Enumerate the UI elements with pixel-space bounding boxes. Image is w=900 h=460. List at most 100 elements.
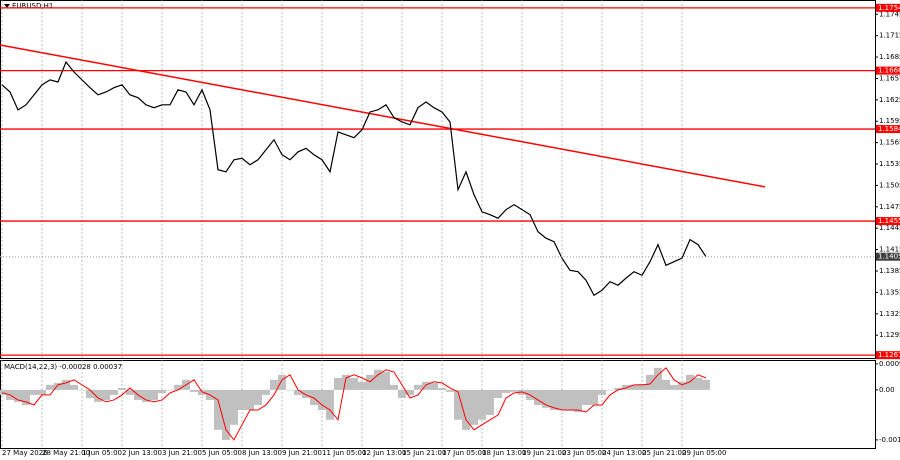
histogram-bar (278, 374, 286, 390)
y-tick-label: 1.1745 (879, 10, 900, 18)
histogram-bar (190, 389, 198, 392)
histogram-bar (414, 384, 422, 390)
histogram-bar (438, 387, 446, 390)
level-label: 1.1267 (878, 351, 900, 359)
x-tick-label: 9 Jun 21:00 (282, 449, 322, 457)
histogram-bar (158, 389, 166, 393)
histogram-bar (198, 389, 206, 395)
x-tick-label: 17 Jun 05:00 (442, 449, 486, 457)
histogram-bar (302, 389, 310, 398)
histogram-bar (286, 389, 294, 391)
histogram-bar (150, 389, 158, 400)
histogram-bar (502, 389, 510, 393)
level-label-box (876, 125, 900, 134)
x-tick-label: 8 Jun 13:00 (242, 449, 282, 457)
x-tick-label: 23 Jun 05:00 (562, 449, 606, 457)
histogram-bar (702, 379, 710, 390)
histogram-bar (294, 389, 302, 395)
histogram-bar (518, 389, 526, 395)
histogram-bar (686, 374, 694, 390)
histogram-bar (270, 379, 278, 390)
histogram-bar (430, 382, 438, 390)
histogram-bar (630, 384, 638, 390)
last-price-label: 1.1405 (878, 253, 900, 261)
histogram-bar (510, 389, 518, 392)
histogram-bar (622, 384, 630, 390)
histogram-bar (606, 389, 614, 391)
histogram-bar (318, 389, 326, 411)
histogram-bar (478, 389, 486, 420)
y-tick-label: 1.1505 (879, 181, 900, 189)
y-tick-label: 0.00 (879, 386, 895, 394)
histogram-bar (0, 389, 6, 395)
histogram-bar (462, 389, 470, 430)
histogram-bar (382, 372, 390, 390)
histogram-bar (118, 387, 126, 390)
x-tick-label: 3 Jun 21:00 (162, 449, 202, 457)
histogram-bar (350, 377, 358, 390)
histogram-bar (494, 389, 502, 398)
level-label: 1.1754 (878, 4, 900, 12)
indicator-title: MACD(14,22,3) -0.00028 0.00037 (4, 363, 122, 371)
level-label: 1.1455 (878, 217, 900, 225)
x-tick-label: 11 Jun 05:00 (322, 449, 366, 457)
signal-line (1, 367, 707, 441)
histogram-bar (166, 389, 174, 391)
x-tick-label: 12 Jun 13:00 (362, 449, 406, 457)
histogram-bar (670, 384, 678, 390)
macd-pane (0, 360, 876, 449)
histogram-bar (646, 374, 654, 390)
histogram-bar (94, 389, 102, 402)
histogram-bar (254, 389, 262, 405)
histogram-bar (326, 389, 334, 420)
histogram-bar (678, 381, 686, 390)
histogram-bar (374, 369, 382, 390)
y-tick-label: 1.1325 (879, 310, 900, 318)
y-tick-label: 1.1625 (879, 96, 900, 104)
level-label-box (876, 217, 900, 226)
histogram-bar (638, 384, 646, 390)
histogram-bar (558, 389, 566, 411)
y-tick-label: -0.00179 (879, 436, 900, 444)
x-tick-label: 19 Jun 21:00 (522, 449, 566, 457)
y-tick-label: 1.1535 (879, 160, 900, 168)
histogram-bar (694, 377, 702, 390)
histogram-bar (662, 379, 670, 390)
histogram-bar (358, 381, 366, 390)
y-tick-label: 1.1415 (879, 246, 900, 254)
y-tick-label: 1.1655 (879, 74, 900, 82)
histogram-bar (574, 389, 582, 412)
level-label: 1.1666 (878, 67, 900, 75)
histogram-bar (102, 389, 110, 400)
histogram-bar (14, 389, 22, 402)
histogram-bar (238, 389, 246, 411)
y-tick-label: 1.1715 (879, 32, 900, 40)
x-tick-label: 25 Jun 21:00 (642, 449, 686, 457)
chart-title: EURUSD,H1 (12, 2, 53, 10)
histogram-bar (214, 389, 222, 430)
histogram-bar (654, 367, 662, 390)
histogram-bar (230, 389, 238, 425)
x-tick-label: 24 Jun 13:00 (602, 449, 646, 457)
histogram-bar (78, 389, 86, 391)
histogram-bar (86, 389, 94, 398)
x-tick-label: 5 Jun 05:00 (202, 449, 242, 457)
histogram-bar (550, 389, 558, 411)
histogram-bar (222, 389, 230, 440)
histogram-bar (598, 389, 606, 395)
y-tick-label: 1.1385 (879, 267, 900, 275)
histogram-bar (262, 389, 270, 395)
histogram-bar (566, 389, 574, 411)
histogram-bar (446, 389, 454, 392)
x-tick-label: 29 Jun 05:00 (682, 449, 726, 457)
histogram-bar (614, 387, 622, 390)
level-label-box (876, 351, 900, 360)
y-tick-label: 1.1565 (879, 139, 900, 147)
histogram-bar (534, 389, 542, 405)
histogram-bar (422, 381, 430, 390)
trendline (0, 44, 766, 188)
x-tick-label: 28 May 21:00 (42, 449, 90, 457)
